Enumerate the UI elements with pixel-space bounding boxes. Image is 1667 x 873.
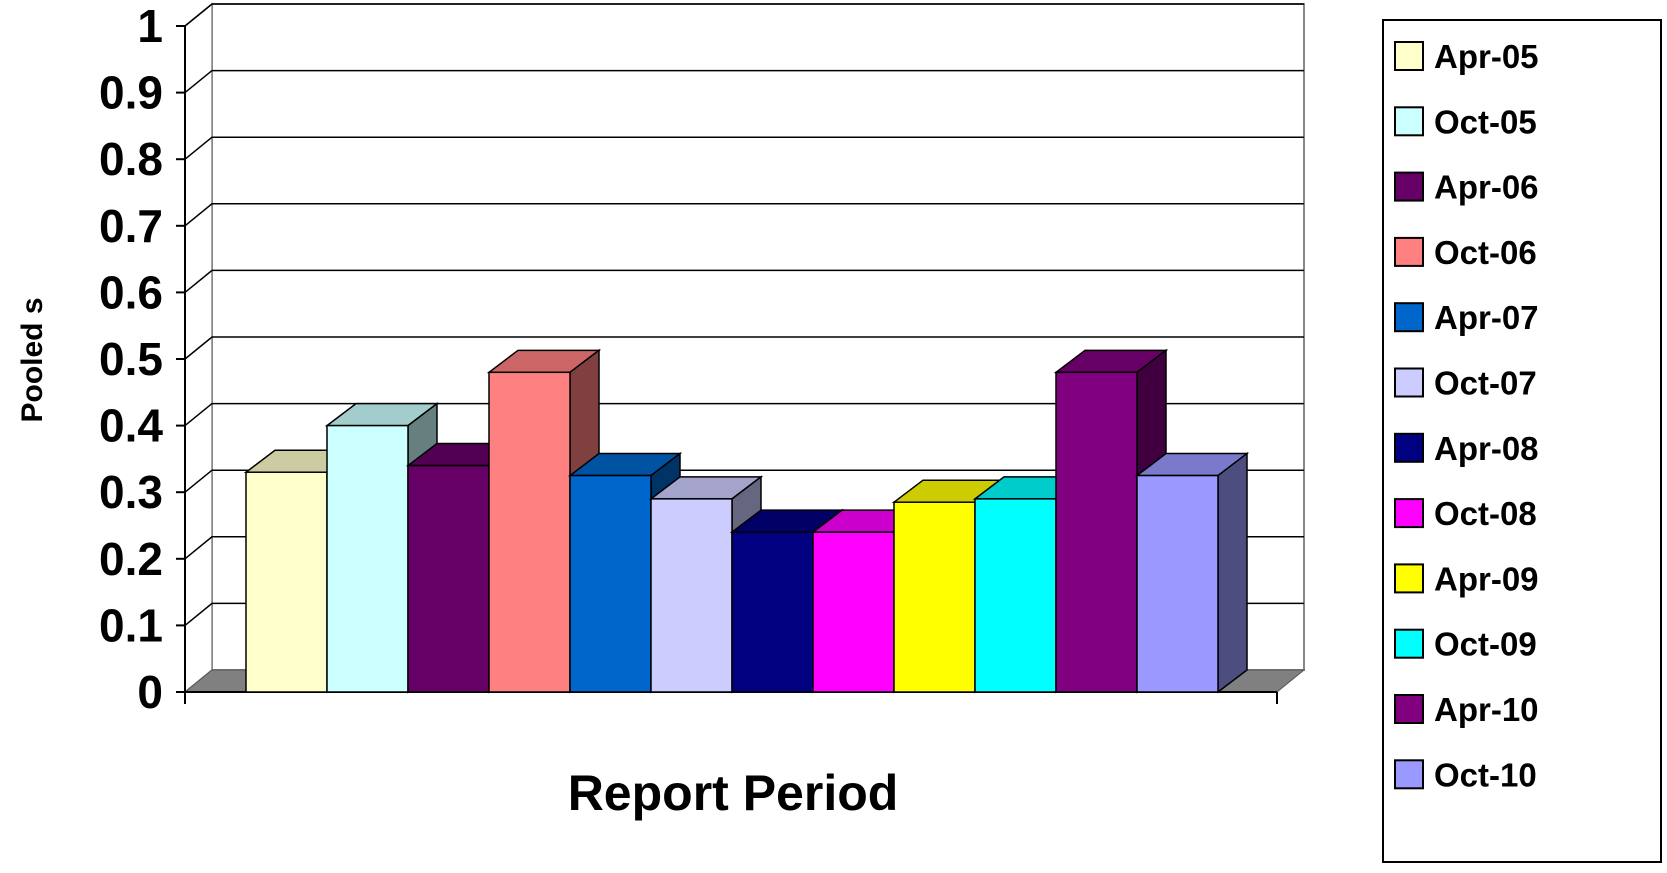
legend-swatch <box>1394 41 1424 71</box>
legend-swatch <box>1394 171 1424 202</box>
y-tick-label: 0.8 <box>99 133 163 185</box>
gridline <box>184 3 1304 27</box>
legend-swatch <box>1394 106 1424 137</box>
legend-item: Oct-10 <box>1394 756 1537 793</box>
legend-item: Oct-05 <box>1394 103 1537 140</box>
legend-swatch <box>1394 563 1424 594</box>
y-tick-label: 0.4 <box>99 400 163 452</box>
bar-front <box>245 471 328 693</box>
bar-front <box>893 501 976 693</box>
bar-side <box>1217 452 1248 694</box>
legend-swatch <box>1394 302 1424 333</box>
y-tick-label: 0.7 <box>99 200 163 252</box>
gridline <box>184 136 1304 160</box>
legend-swatch <box>1394 432 1424 463</box>
legend-item: Apr-07 <box>1394 299 1539 336</box>
legend-swatch <box>1394 236 1424 267</box>
legend: Apr-05 Oct-05 Apr-06 Oct-06 Apr-07 Oct-07 Apr-… <box>1382 19 1662 863</box>
bars <box>243 348 1250 694</box>
legend-label: Oct-07 <box>1434 365 1537 402</box>
legend-label: Oct-06 <box>1434 234 1537 271</box>
legend-label: Oct-08 <box>1434 495 1537 532</box>
legend-label: Apr-07 <box>1434 299 1539 336</box>
gridline <box>184 402 1304 427</box>
legend-label: Apr-10 <box>1434 691 1539 728</box>
y-tick-label: 0 <box>137 666 163 718</box>
bar-front <box>326 424 409 693</box>
bar-front <box>731 531 814 693</box>
y-tick-labels: 0 0.1 0.2 0.3 0.4 0.5 0.6 0.7 0.8 0.9 1 <box>99 0 163 718</box>
legend-item: Oct-07 <box>1394 365 1537 402</box>
y-tick-label: 0.3 <box>99 466 163 518</box>
y-tick-label: 0.5 <box>99 333 163 385</box>
bar-front <box>974 498 1057 693</box>
gridline <box>184 269 1304 293</box>
bar-front <box>1055 371 1138 693</box>
y-tick-label: 0.1 <box>99 599 163 651</box>
legend-swatch <box>1394 628 1424 659</box>
y-axis-label: Pooled s <box>16 297 49 422</box>
bar-front <box>650 498 733 693</box>
bar-front <box>569 474 652 693</box>
gridline <box>184 69 1304 94</box>
legend-label: Apr-08 <box>1434 430 1539 467</box>
bar-front <box>407 464 490 693</box>
y-tick-label: 1 <box>137 0 163 52</box>
legend-item: Oct-06 <box>1394 234 1537 271</box>
bar-front <box>1136 474 1219 693</box>
legend-label: Apr-06 <box>1434 169 1539 206</box>
bar-front <box>488 371 571 693</box>
y-tick-label: 0.9 <box>99 67 163 119</box>
legend-item: Oct-09 <box>1394 626 1537 663</box>
legend-item: Apr-06 <box>1394 169 1539 206</box>
bar <box>1134 452 1250 694</box>
legend-label: Oct-05 <box>1434 103 1537 140</box>
gridline <box>184 336 1304 360</box>
legend-item: Apr-09 <box>1394 560 1539 597</box>
legend-swatch <box>1394 367 1424 398</box>
legend-item: Apr-10 <box>1394 691 1539 728</box>
y-tick-label: 0.2 <box>99 533 163 585</box>
legend-label: Oct-09 <box>1434 626 1537 663</box>
gridline <box>184 469 1304 493</box>
legend-label: Apr-09 <box>1434 560 1539 597</box>
legend-item: Oct-08 <box>1394 495 1537 532</box>
gridline <box>184 203 1304 227</box>
legend-label: Oct-10 <box>1434 756 1537 793</box>
legend-swatch <box>1394 759 1424 790</box>
legend-swatch <box>1394 498 1424 529</box>
legend-item: Apr-05 <box>1394 38 1539 75</box>
y-tick-label: 0.6 <box>99 266 163 318</box>
legend-item: Apr-08 <box>1394 430 1539 467</box>
x-axis-label: Report Period <box>568 765 899 821</box>
legend-swatch <box>1394 694 1424 724</box>
legend-label: Apr-05 <box>1434 38 1539 75</box>
legend-frame <box>1382 19 1662 863</box>
bar-front <box>812 531 895 693</box>
